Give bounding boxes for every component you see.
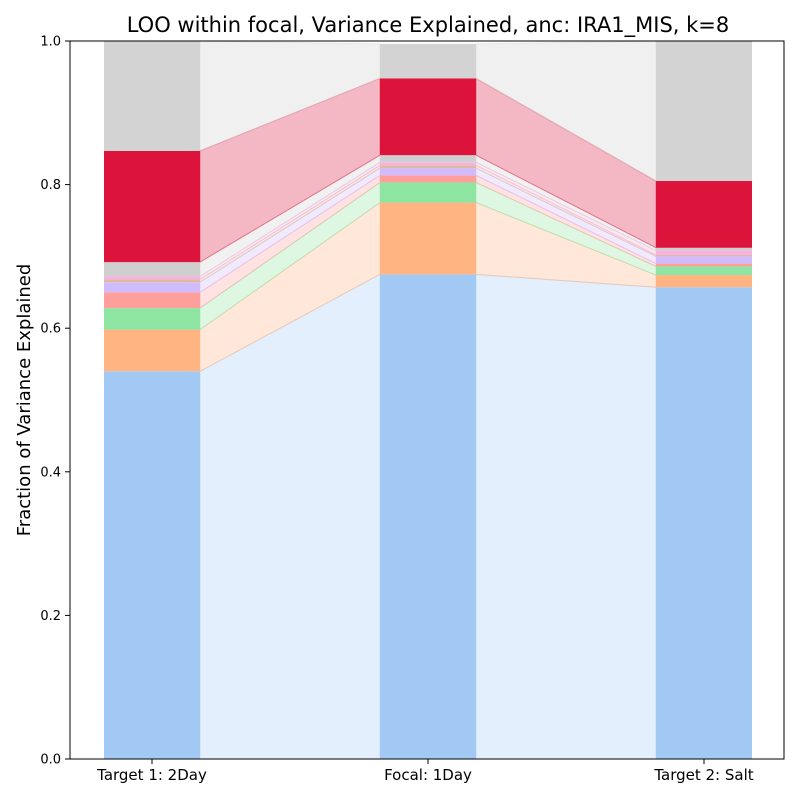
- x-tick-label: Target 2: Salt: [653, 766, 753, 784]
- bar-segment: [104, 308, 200, 330]
- bar-segment: [104, 329, 200, 372]
- bar-segment: [380, 43, 476, 79]
- bar-segment: [656, 256, 752, 264]
- bar-segment: [104, 279, 200, 283]
- plot-frame: [69, 40, 785, 760]
- x-tick-label: Target 1: 2Day: [96, 766, 207, 784]
- bar-segment: [656, 41, 752, 182]
- bar-segment: [104, 150, 200, 263]
- bar-segment: [380, 182, 476, 203]
- bar-segment: [656, 266, 752, 276]
- connector-band: [475, 273, 657, 760]
- bar-segment: [380, 155, 476, 163]
- bar-segment: [104, 282, 200, 293]
- bar-segment: [380, 162, 476, 166]
- x-tick-label: Focal: 1Day: [384, 766, 472, 784]
- bar-segment: [380, 175, 476, 183]
- bar-segment: [656, 275, 752, 288]
- y-tick-label: 0.2: [40, 609, 61, 624]
- bar-segment: [104, 262, 200, 277]
- bar-segment: [104, 276, 200, 280]
- y-axis-title: Fraction of Variance Explained: [14, 264, 35, 537]
- bar-segment: [656, 254, 752, 257]
- bar-segment: [380, 165, 476, 169]
- bar-segment: [656, 247, 752, 251]
- bar-segment: [656, 181, 752, 248]
- axes: 0.0 0.2 0.4 0.6 0.8 1.0 Target 1: 2Day Focal: 1…: [40, 35, 785, 784]
- y-tick-label: 0.8: [40, 178, 61, 193]
- y-tick-label: 0.0: [40, 753, 61, 768]
- bar-segment: [380, 168, 476, 176]
- bar-segment: [656, 287, 752, 759]
- y-tick-label: 0.4: [40, 465, 61, 480]
- bar-segment: [104, 292, 200, 309]
- y-tick-label: 0.6: [40, 322, 61, 337]
- bar-segment: [104, 371, 200, 759]
- bar-segment: [380, 202, 476, 275]
- bar-segment: [656, 250, 752, 255]
- bar-segment: [380, 274, 476, 759]
- stacked-bars: [104, 41, 752, 759]
- connector-bands: [199, 40, 657, 760]
- bar-segment: [104, 41, 200, 151]
- y-tick-label: 1.0: [40, 35, 61, 50]
- bar-segment: [656, 263, 752, 267]
- chart-title: LOO within focal, Variance Explained, an…: [127, 13, 730, 38]
- bar-segment: [380, 78, 476, 156]
